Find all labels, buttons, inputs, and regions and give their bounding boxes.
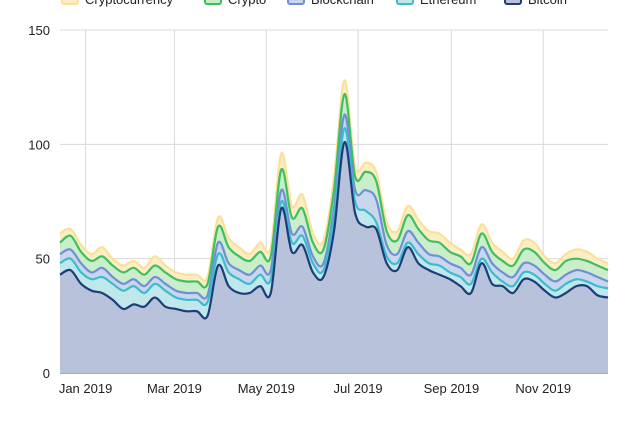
legend-label: Ethereum [420,0,476,7]
y-tick-label: 150 [28,23,50,38]
legend-item-blockchain: Blockchain [287,0,374,7]
y-tick-label: 0 [43,366,50,381]
series-line-cryptocurrency [59,79,609,282]
x-tick-label: Jan 2019 [59,381,113,396]
legend-swatch [396,0,414,5]
legend-label: Bitcoin [528,0,567,7]
legend-label: Cryptocurrency [85,0,174,7]
legend-label: Crypto [228,0,266,7]
legend-swatch [61,0,79,5]
y-tick-label: 100 [28,137,50,152]
series-line-bitcoin [59,140,609,320]
legend-swatch [204,0,222,5]
legend-item-bitcoin: Bitcoin [504,0,567,7]
x-tick-label: Mar 2019 [147,381,202,396]
legend-item-crypto: Crypto [204,0,266,7]
legend-swatch [504,0,522,5]
legend-item-ethereum: Ethereum [396,0,476,7]
legend: Cryptocurrency Crypto Blockchain Ethereum Bi… [61,0,567,7]
x-tick-label: May 2019 [238,381,295,396]
series-line-blockchain [59,113,609,300]
series-line-crypto [59,92,609,289]
y-tick-label: 50 [36,252,50,267]
series-area-bitcoin [60,141,608,373]
legend-label: Blockchain [311,0,374,7]
x-tick-label: Jul 2019 [334,381,383,396]
legend-swatch [287,0,305,5]
legend-item-cryptocurrency: Cryptocurrency [61,0,174,7]
series-line-ethereum [59,127,609,307]
x-tick-label: Nov 2019 [515,381,571,396]
axes: 0 50 100 150 Jan 2019 Mar 2019 May 2019 Jul 201… [28,23,571,396]
series-lines [59,79,609,320]
x-tick-label: Sep 2019 [424,381,480,396]
